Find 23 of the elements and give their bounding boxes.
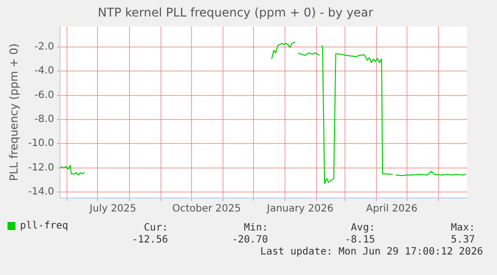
x-tick-label: April 2026 [366,204,418,215]
chart-title: NTP kernel PLL frequency (ppm + 0) - by year [98,5,374,20]
x-tick-label: January 2026 [266,204,334,215]
text: 5.37 [450,234,475,246]
y-tick-label: -6.0 [34,90,54,101]
y-tick-label: -12.0 [28,162,54,174]
y-tick-label: -4.0 [34,66,54,77]
x-tick-label: October 2025 [172,204,241,215]
legend-label: pll-freq [20,220,68,232]
text: Avg: [350,222,375,234]
text: Last update: Mon Jun 29 17:00:12 2026 [260,246,483,258]
text: -12.56 [132,234,168,246]
text: -8.15 [344,234,375,246]
y-tick-label: -14.0 [28,186,54,198]
y-tick-label: -8.0 [34,114,54,126]
text: Max: [450,222,475,234]
text: -20.70 [232,234,268,246]
y-axis-title: PLL frequency (ppm + 0) [7,43,20,181]
text: Cur: [144,222,168,234]
y-tick-label: -10.0 [28,138,54,150]
x-tick-label: July 2025 [88,204,136,215]
text: Min: [244,222,268,234]
y-tick-label: -2.0 [34,42,54,53]
